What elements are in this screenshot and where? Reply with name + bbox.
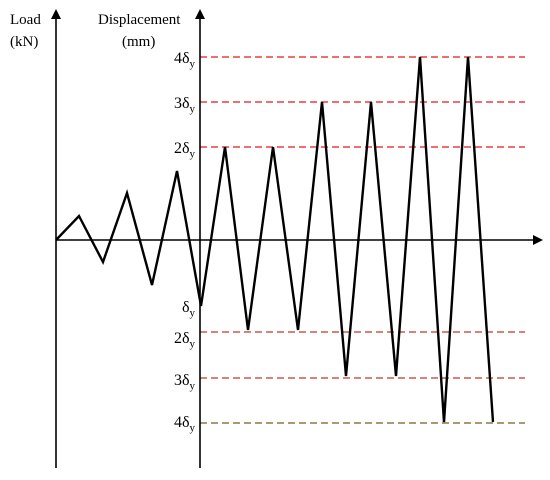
- level-label-3dy-positive: 3δy: [174, 95, 196, 115]
- loading-history-curve: [55, 56, 495, 423]
- displacement-axis-unit: (mm): [122, 34, 155, 50]
- load-axis-unit: (kN): [10, 34, 38, 50]
- level-label-4dy-positive: 4δy: [174, 50, 196, 70]
- level-labels: 4δy 3δy 2δy δy 2δy 3δy 4δy: [174, 50, 196, 434]
- axis-labels: Load (kN) Displacement (mm): [10, 12, 181, 50]
- level-label-3dy-negative: 3δy: [174, 372, 196, 392]
- load-axis-label: Load: [10, 12, 41, 28]
- axes: [51, 9, 543, 468]
- level-label-4dy-negative: 4δy: [174, 414, 196, 434]
- displacement-axis-label: Displacement: [98, 12, 181, 28]
- level-label-1dy-negative: δy: [182, 299, 196, 319]
- level-label-2dy-positive: 2δy: [174, 140, 196, 160]
- level-label-2dy-negative: 2δy: [174, 330, 196, 350]
